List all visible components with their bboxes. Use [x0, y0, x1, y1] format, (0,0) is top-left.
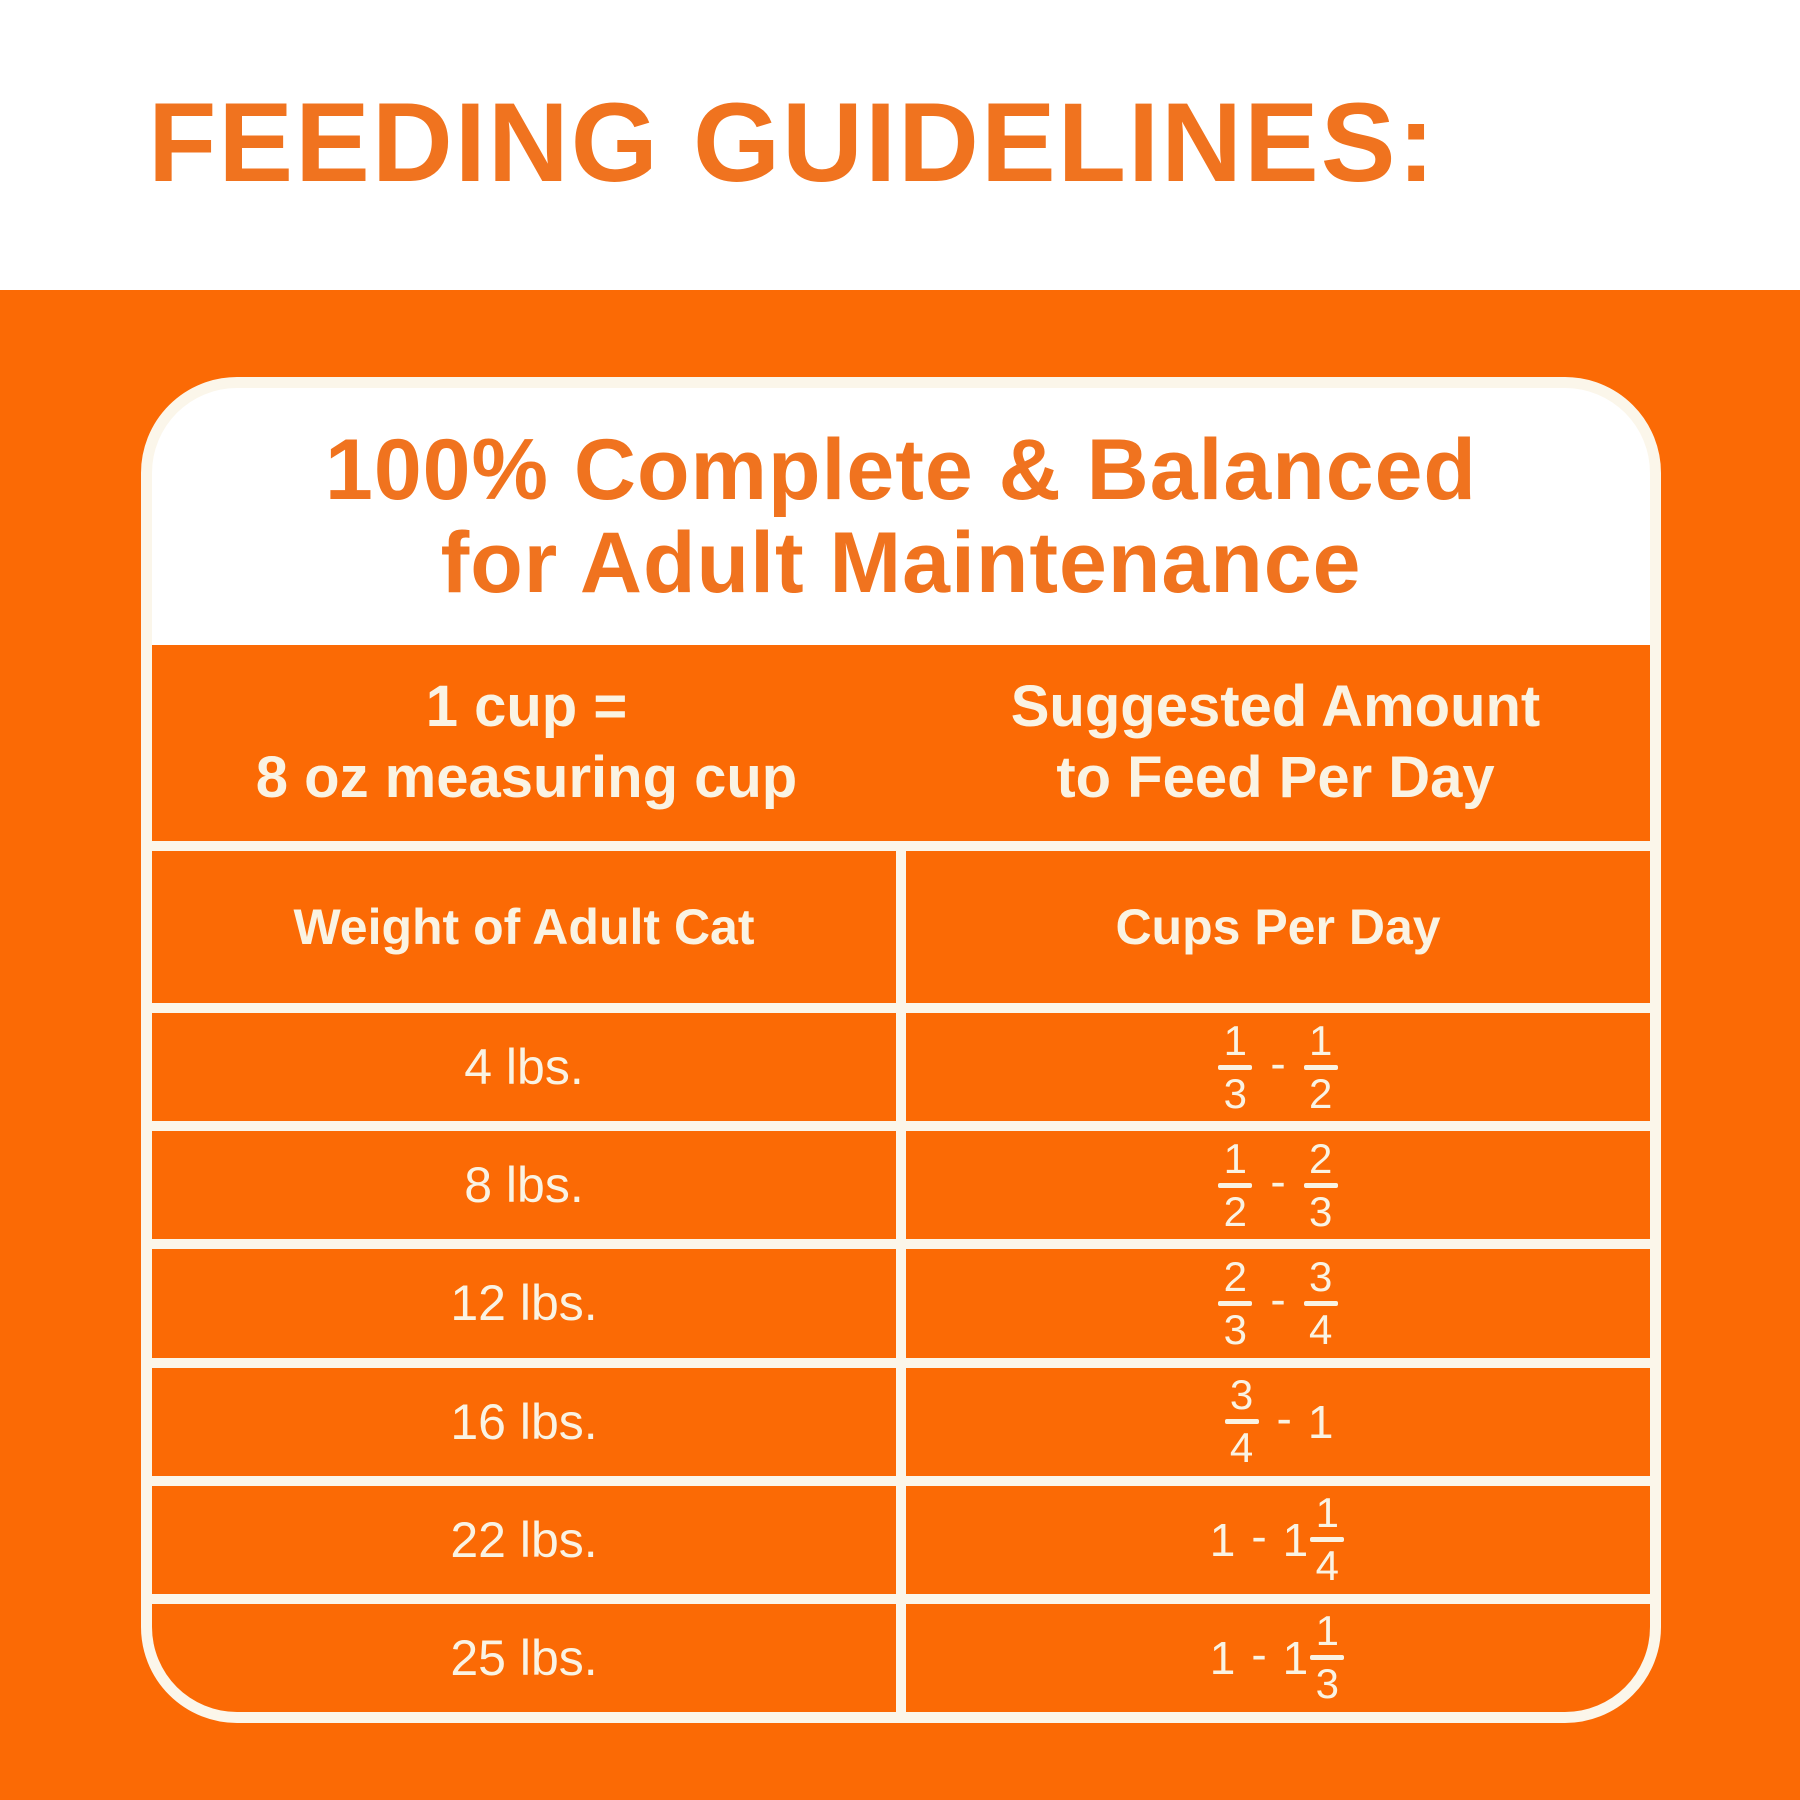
card-heading-line-2: for Adult Maintenance — [440, 514, 1362, 611]
table-row: 22 lbs. 1-1 1 4 — [152, 1485, 1650, 1594]
weight-cell: 22 lbs. — [152, 1485, 896, 1594]
range-dash: - — [1276, 1391, 1292, 1444]
whole-number: 1 — [1209, 1631, 1236, 1684]
suggested-amount-line-1: Suggested Amount — [1010, 674, 1541, 740]
fraction-bar — [1310, 1655, 1345, 1661]
card-heading-line-1: 100% Complete & Balanced — [325, 421, 1477, 518]
weight-cell: 4 lbs. — [152, 1013, 896, 1122]
table-header-row: Weight of Adult Cat Cups Per Day — [152, 851, 1650, 1003]
column-header-cups-label: Cups Per Day — [1115, 899, 1441, 955]
weight-cell: 25 lbs. — [152, 1603, 896, 1712]
range-dash: - — [1270, 1155, 1286, 1208]
cup-note-line-2: 8 oz measuring cup — [255, 745, 798, 810]
range-dash: - — [1270, 1273, 1286, 1326]
suggested-amount-cell: Suggested Amount to Feed Per Day — [901, 645, 1650, 841]
weight-value: 25 lbs. — [450, 1629, 598, 1686]
whole-number: 1 — [1282, 1631, 1309, 1684]
weight-value: 8 lbs. — [464, 1157, 584, 1214]
cup-note-cell: 1 cup = 8 oz measuring cup — [152, 645, 901, 841]
fraction-bar — [1310, 1537, 1345, 1543]
fraction-bar — [1218, 1182, 1253, 1188]
weight-value: 22 lbs. — [450, 1511, 598, 1568]
fraction-bar — [1303, 1300, 1338, 1306]
suggested-amount-line-2: to Feed Per Day — [1056, 745, 1495, 810]
weight-value: 16 lbs. — [450, 1393, 598, 1450]
card-header: 100% Complete & Balanced for Adult Maint… — [152, 388, 1650, 645]
fraction-bar — [1224, 1419, 1259, 1425]
column-header-cups: Cups Per Day — [906, 851, 1650, 1003]
fraction-bar — [1303, 1182, 1338, 1188]
guidelines-card: 100% Complete & Balanced for Adult Maint… — [141, 377, 1661, 1723]
fraction-bar — [1218, 1064, 1253, 1070]
table-row-measure-note: 1 cup = 8 oz measuring cup Suggested Amo… — [152, 645, 1650, 841]
whole-number: 1 — [1282, 1513, 1309, 1566]
range-dash: - — [1251, 1627, 1267, 1680]
table-row: 25 lbs. 1-1 1 3 — [152, 1603, 1650, 1712]
table-row: 4 lbs. 1 3-1 2 — [152, 1013, 1650, 1122]
table-row: 16 lbs. 3 4-1 — [152, 1367, 1650, 1476]
weight-cell: 12 lbs. — [152, 1249, 896, 1358]
weight-value: 4 lbs. — [464, 1039, 584, 1096]
whole-number: 1 — [1307, 1395, 1334, 1448]
whole-number: 1 — [1209, 1513, 1236, 1566]
weight-cell: 8 lbs. — [152, 1131, 896, 1240]
table-row: 8 lbs. 1 2-2 3 — [152, 1131, 1650, 1240]
weight-cell: 16 lbs. — [152, 1367, 896, 1476]
weight-value: 12 lbs. — [450, 1275, 598, 1332]
page-title: FEEDING GUIDELINES: — [148, 80, 1437, 205]
column-header-weight: Weight of Adult Cat — [152, 851, 896, 1003]
column-header-weight-label: Weight of Adult Cat — [293, 899, 755, 955]
table-row: 12 lbs. 2 3-3 4 — [152, 1249, 1650, 1358]
fraction-bar — [1303, 1064, 1338, 1070]
range-dash: - — [1251, 1509, 1267, 1562]
feeding-table: 1 cup = 8 oz measuring cup Suggested Amo… — [152, 645, 1650, 1712]
fraction-bar — [1218, 1300, 1253, 1306]
cup-note-line-1: 1 cup = — [425, 674, 628, 740]
range-dash: - — [1270, 1037, 1286, 1090]
